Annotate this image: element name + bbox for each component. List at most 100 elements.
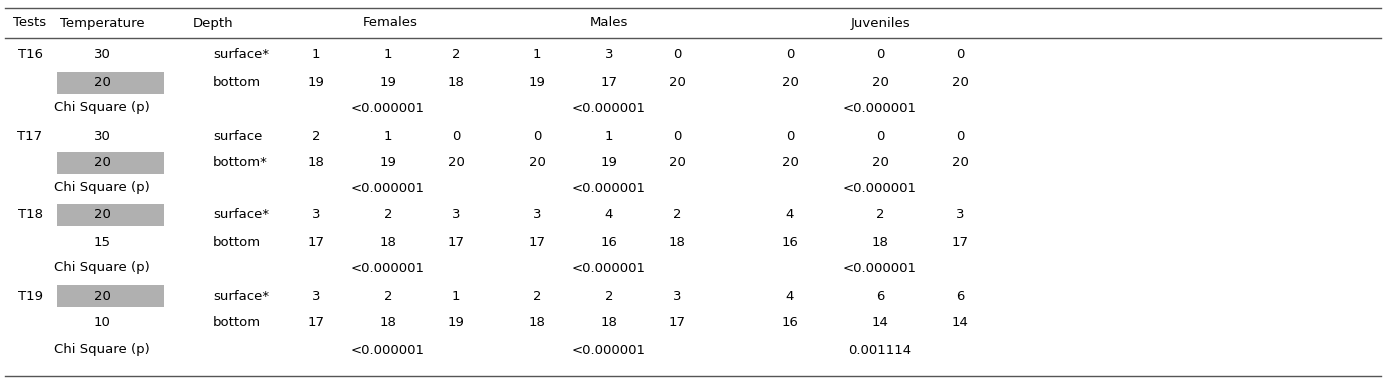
Text: 30: 30	[94, 48, 111, 61]
Text: 19: 19	[600, 157, 617, 169]
Text: <0.000001: <0.000001	[351, 344, 426, 356]
Text: 20: 20	[872, 157, 888, 169]
Text: 20: 20	[782, 76, 798, 89]
Text: <0.000001: <0.000001	[572, 182, 646, 195]
Text: 3: 3	[452, 209, 460, 222]
Text: 6: 6	[876, 290, 884, 303]
Text: <0.000001: <0.000001	[351, 262, 426, 275]
Text: 16: 16	[600, 235, 617, 248]
Text: 0: 0	[532, 129, 541, 142]
Text: 20: 20	[448, 157, 464, 169]
Text: 14: 14	[872, 316, 888, 329]
Text: 6: 6	[956, 290, 965, 303]
Text: 4: 4	[786, 209, 794, 222]
Text: 3: 3	[532, 209, 542, 222]
Text: 2: 2	[672, 209, 682, 222]
Text: 19: 19	[380, 76, 396, 89]
Text: surface*: surface*	[213, 48, 269, 61]
Text: surface*: surface*	[213, 209, 269, 222]
Text: 17: 17	[528, 235, 546, 248]
Text: Chi Square (p): Chi Square (p)	[54, 101, 150, 114]
Text: 20: 20	[528, 157, 546, 169]
Text: 18: 18	[528, 316, 546, 329]
Text: Juveniles: Juveniles	[850, 17, 909, 30]
Text: 14: 14	[952, 316, 969, 329]
Text: 17: 17	[448, 235, 464, 248]
Text: 20: 20	[872, 76, 888, 89]
Text: 17: 17	[668, 316, 686, 329]
Text: bottom: bottom	[213, 76, 261, 89]
Text: 20: 20	[94, 209, 111, 222]
Text: 1: 1	[384, 48, 392, 61]
Text: Males: Males	[590, 17, 628, 30]
Text: 20: 20	[94, 76, 111, 89]
Text: <0.000001: <0.000001	[351, 182, 426, 195]
Text: T16: T16	[18, 48, 43, 61]
Text: 20: 20	[952, 76, 969, 89]
Text: 18: 18	[380, 235, 396, 248]
Text: 20: 20	[668, 76, 686, 89]
Text: 2: 2	[604, 290, 613, 303]
Text: 0: 0	[876, 129, 884, 142]
Text: 4: 4	[604, 209, 613, 222]
Text: T17: T17	[18, 129, 43, 142]
Text: bottom: bottom	[213, 235, 261, 248]
Text: 0: 0	[786, 129, 794, 142]
Text: 17: 17	[952, 235, 969, 248]
Text: 0: 0	[452, 129, 460, 142]
Text: bottom*: bottom*	[213, 157, 267, 169]
Bar	[57, 152, 164, 174]
Text: 2: 2	[384, 290, 392, 303]
Text: Females: Females	[363, 17, 417, 30]
Text: <0.000001: <0.000001	[572, 344, 646, 356]
Text: 19: 19	[308, 76, 324, 89]
Text: 17: 17	[600, 76, 618, 89]
Text: <0.000001: <0.000001	[843, 262, 918, 275]
Text: <0.000001: <0.000001	[572, 101, 646, 114]
Text: 20: 20	[952, 157, 969, 169]
Text: 2: 2	[452, 48, 460, 61]
Text: 20: 20	[668, 157, 686, 169]
Text: 4: 4	[786, 290, 794, 303]
Text: 1: 1	[312, 48, 320, 61]
Text: 2: 2	[532, 290, 542, 303]
Text: 3: 3	[956, 209, 965, 222]
Text: 2: 2	[384, 209, 392, 222]
Text: 3: 3	[312, 290, 320, 303]
Bar	[57, 204, 164, 226]
Text: 20: 20	[94, 157, 111, 169]
Text: 17: 17	[308, 316, 324, 329]
Text: 0: 0	[672, 129, 681, 142]
Text: surface: surface	[213, 129, 262, 142]
Text: 15: 15	[93, 235, 111, 248]
Text: T18: T18	[18, 209, 43, 222]
Text: <0.000001: <0.000001	[843, 101, 918, 114]
Text: 18: 18	[668, 235, 686, 248]
Text: bottom: bottom	[213, 316, 261, 329]
Bar	[57, 72, 164, 94]
Text: 17: 17	[308, 235, 324, 248]
Text: 19: 19	[448, 316, 464, 329]
Text: Chi Square (p): Chi Square (p)	[54, 262, 150, 275]
Text: T19: T19	[18, 290, 43, 303]
Text: 10: 10	[94, 316, 111, 329]
Text: 2: 2	[876, 209, 884, 222]
Text: 3: 3	[604, 48, 613, 61]
Text: 1: 1	[384, 129, 392, 142]
Text: 0: 0	[956, 129, 965, 142]
Text: <0.000001: <0.000001	[351, 101, 426, 114]
Text: 1: 1	[532, 48, 542, 61]
Text: <0.000001: <0.000001	[572, 262, 646, 275]
Bar	[57, 285, 164, 307]
Text: 2: 2	[312, 129, 320, 142]
Text: Temperature: Temperature	[60, 17, 144, 30]
Text: Tests: Tests	[14, 17, 47, 30]
Text: 16: 16	[782, 316, 798, 329]
Text: 1: 1	[452, 290, 460, 303]
Text: 18: 18	[872, 235, 888, 248]
Text: 19: 19	[528, 76, 546, 89]
Text: 18: 18	[380, 316, 396, 329]
Text: 3: 3	[312, 209, 320, 222]
Text: Chi Square (p): Chi Square (p)	[54, 182, 150, 195]
Text: 19: 19	[380, 157, 396, 169]
